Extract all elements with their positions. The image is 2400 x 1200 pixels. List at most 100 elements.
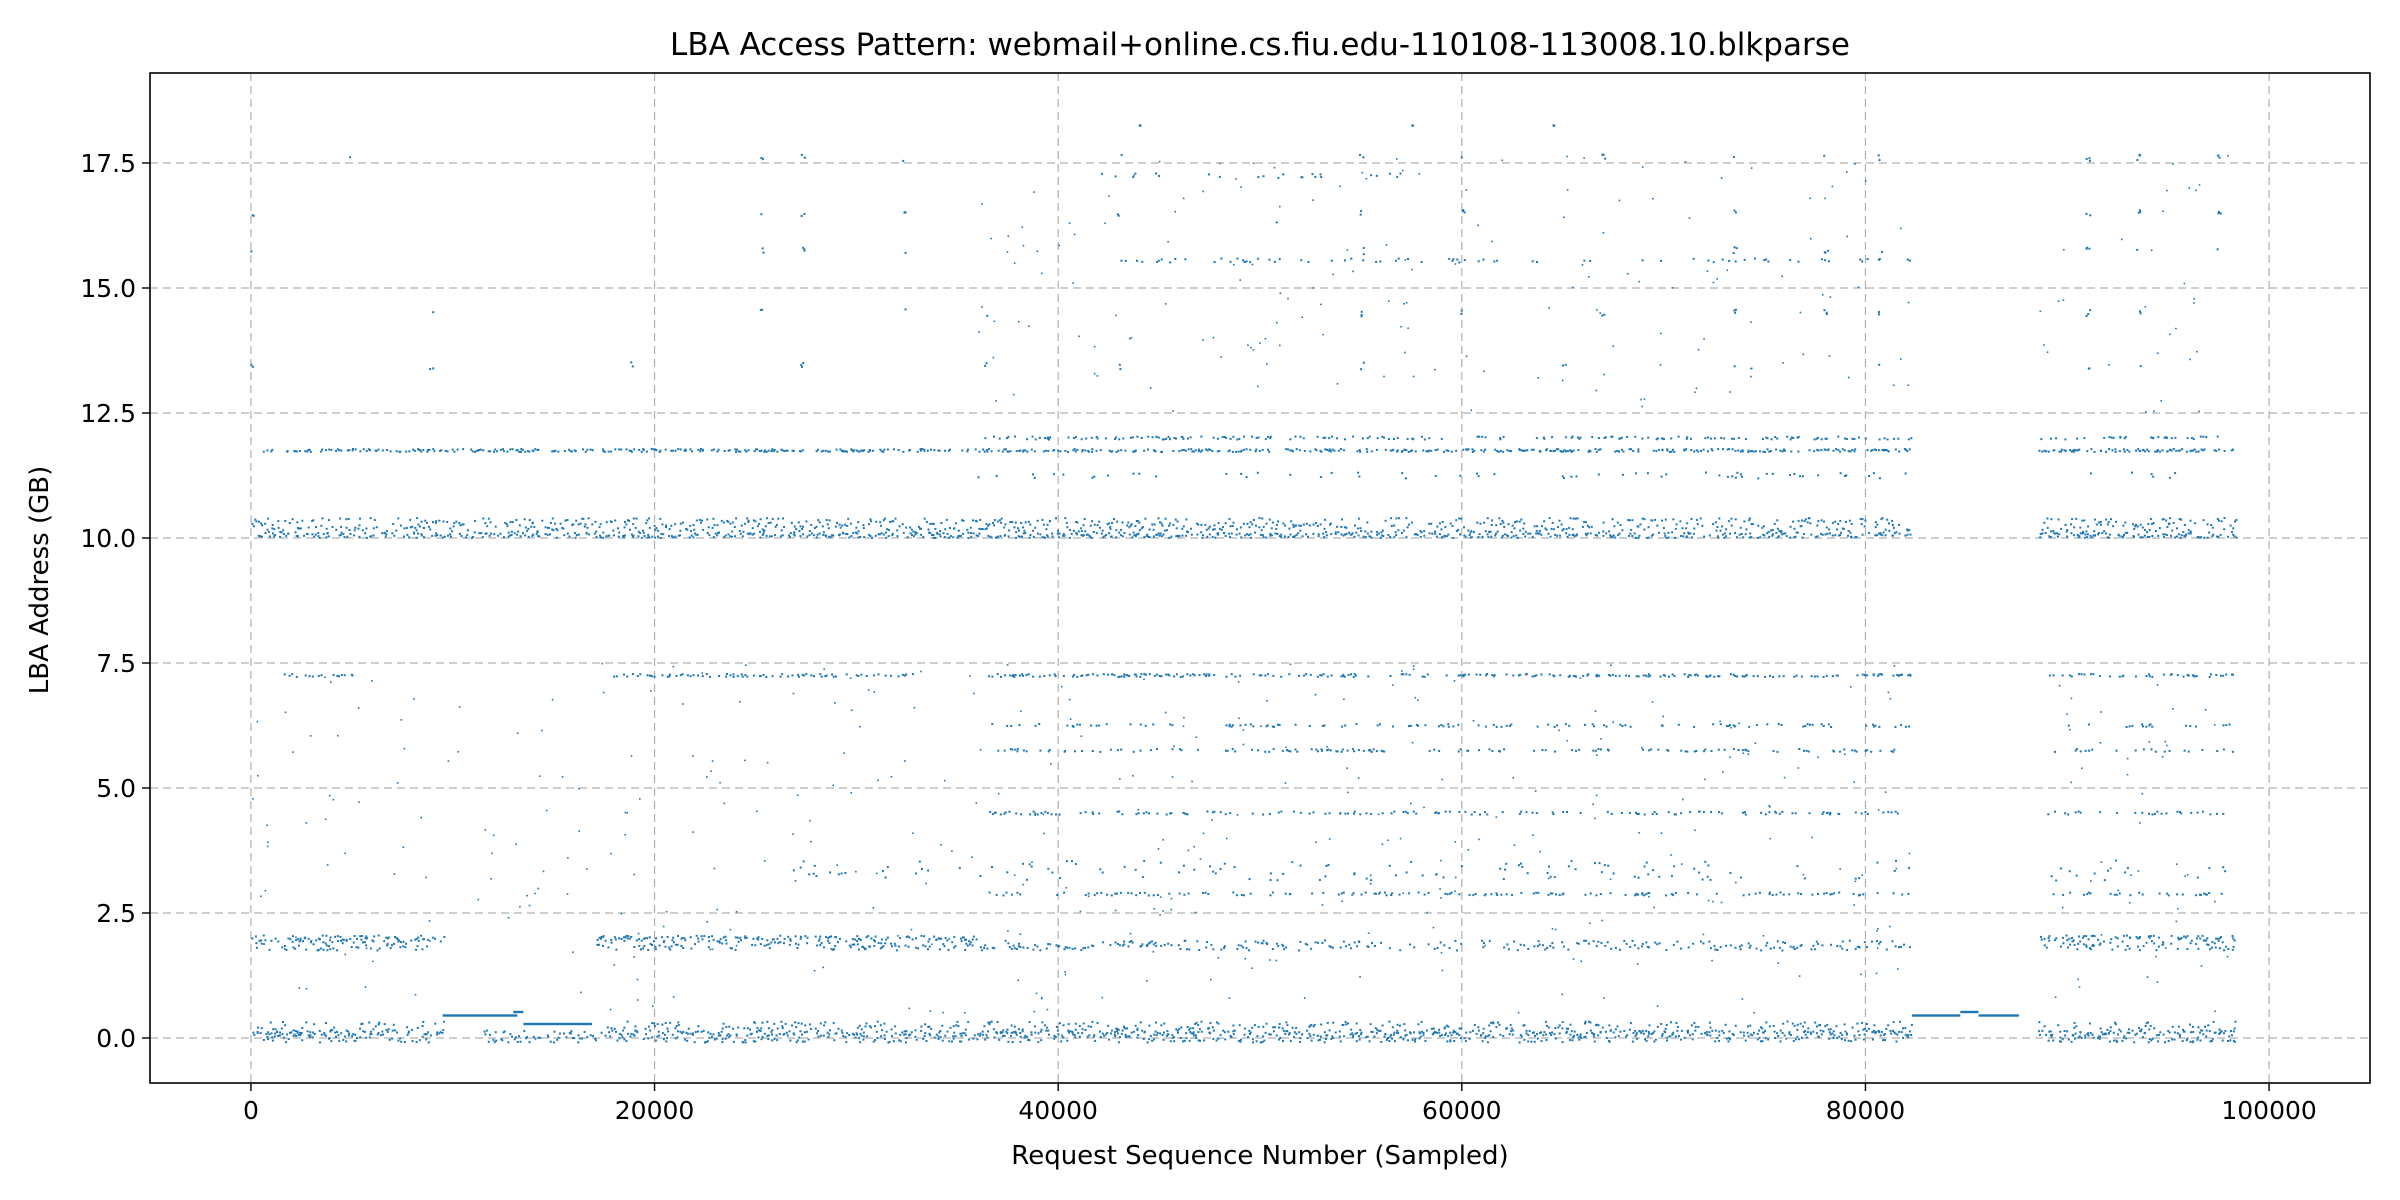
data-point	[2214, 1031, 2217, 1034]
data-point	[1367, 945, 1370, 948]
data-point	[741, 535, 744, 538]
data-point	[1145, 811, 1148, 814]
data-point	[960, 1040, 963, 1043]
data-point	[1091, 750, 1094, 752]
data-point	[1409, 1031, 1411, 1034]
data-point	[589, 1034, 592, 1037]
data-point	[886, 528, 889, 531]
data-point	[260, 535, 263, 538]
data-point	[610, 939, 613, 942]
data-point	[1781, 1031, 1784, 1034]
data-point	[1108, 1038, 1111, 1041]
data-point	[744, 674, 747, 677]
data-point	[1710, 811, 1712, 814]
data-point	[1087, 1025, 1090, 1028]
data-point	[1281, 1027, 1284, 1030]
data-point	[2048, 939, 2051, 942]
data-point	[968, 940, 971, 943]
data-point	[1212, 870, 1215, 873]
data-point	[1722, 1032, 1725, 1035]
data-point	[804, 935, 807, 938]
data-point	[1589, 892, 1592, 895]
data-point	[1815, 940, 1818, 943]
data-point	[1647, 536, 1650, 539]
data-point	[1076, 723, 1079, 726]
data-point	[1091, 944, 1093, 947]
data-point	[651, 944, 653, 946]
data-point	[359, 935, 362, 938]
data-point	[1322, 891, 1325, 894]
data-point	[351, 674, 354, 677]
data-point	[523, 1030, 526, 1032]
data-point	[1692, 942, 1695, 945]
data-point	[2145, 675, 2148, 677]
data-point	[1258, 517, 1261, 519]
data-point	[1911, 1014, 1961, 1017]
data-point	[961, 1032, 964, 1035]
data-point	[1647, 1035, 1650, 1038]
data-point	[1341, 518, 1343, 521]
data-point	[2087, 525, 2090, 528]
data-point	[2098, 943, 2101, 946]
data-point	[1594, 862, 1596, 865]
data-point	[2193, 675, 2196, 678]
data-point	[1852, 892, 1855, 895]
data-point	[1443, 944, 1446, 947]
data-point	[719, 938, 722, 941]
data-point	[1188, 948, 1191, 951]
data-point	[1830, 943, 1832, 946]
data-point	[1073, 673, 1076, 676]
data-point	[615, 948, 618, 951]
data-point	[1270, 534, 1273, 537]
data-point	[1213, 528, 1216, 531]
data-point	[499, 532, 502, 535]
data-point	[886, 936, 889, 939]
data-point	[635, 517, 638, 520]
data-point	[1051, 532, 1054, 535]
data-point	[1086, 1035, 1089, 1038]
data-point	[1048, 748, 1051, 751]
data-point	[423, 527, 426, 529]
data-point	[2134, 749, 2137, 752]
data-point	[2109, 892, 2112, 895]
data-point	[1639, 1030, 1642, 1033]
data-point	[1583, 939, 1586, 942]
data-point	[415, 529, 418, 532]
data-point	[697, 1025, 700, 1028]
data-point	[1006, 871, 1009, 874]
data-point	[937, 1037, 940, 1040]
data-point	[946, 939, 949, 942]
data-point	[1765, 1021, 1768, 1024]
data-point	[1141, 1029, 1144, 1032]
data-point	[793, 1033, 796, 1036]
data-point	[1808, 517, 1811, 520]
data-point	[1181, 675, 1184, 678]
data-point	[2220, 520, 2223, 523]
data-point	[729, 947, 732, 949]
data-point	[1359, 813, 1362, 816]
data-point	[1354, 674, 1357, 677]
data-point	[1684, 750, 1687, 753]
data-point	[1074, 863, 1077, 865]
data-point	[1525, 811, 1528, 814]
data-point	[958, 867, 961, 870]
data-point	[645, 522, 648, 525]
data-point	[1231, 748, 1234, 750]
data-point	[1148, 1038, 1151, 1041]
data-point	[2152, 522, 2155, 525]
data-point	[2176, 1032, 2179, 1035]
data-point	[806, 936, 809, 939]
data-point	[372, 940, 375, 943]
data-point	[2178, 811, 2181, 813]
data-point	[788, 1030, 791, 1033]
data-point	[712, 517, 715, 520]
data-point	[1863, 941, 1866, 944]
data-point	[1854, 948, 1857, 951]
data-point	[2182, 1028, 2184, 1031]
data-point	[286, 450, 289, 453]
data-point	[799, 866, 802, 869]
data-point	[519, 1040, 522, 1043]
data-point	[2199, 1031, 2201, 1034]
data-point	[1667, 811, 1670, 814]
